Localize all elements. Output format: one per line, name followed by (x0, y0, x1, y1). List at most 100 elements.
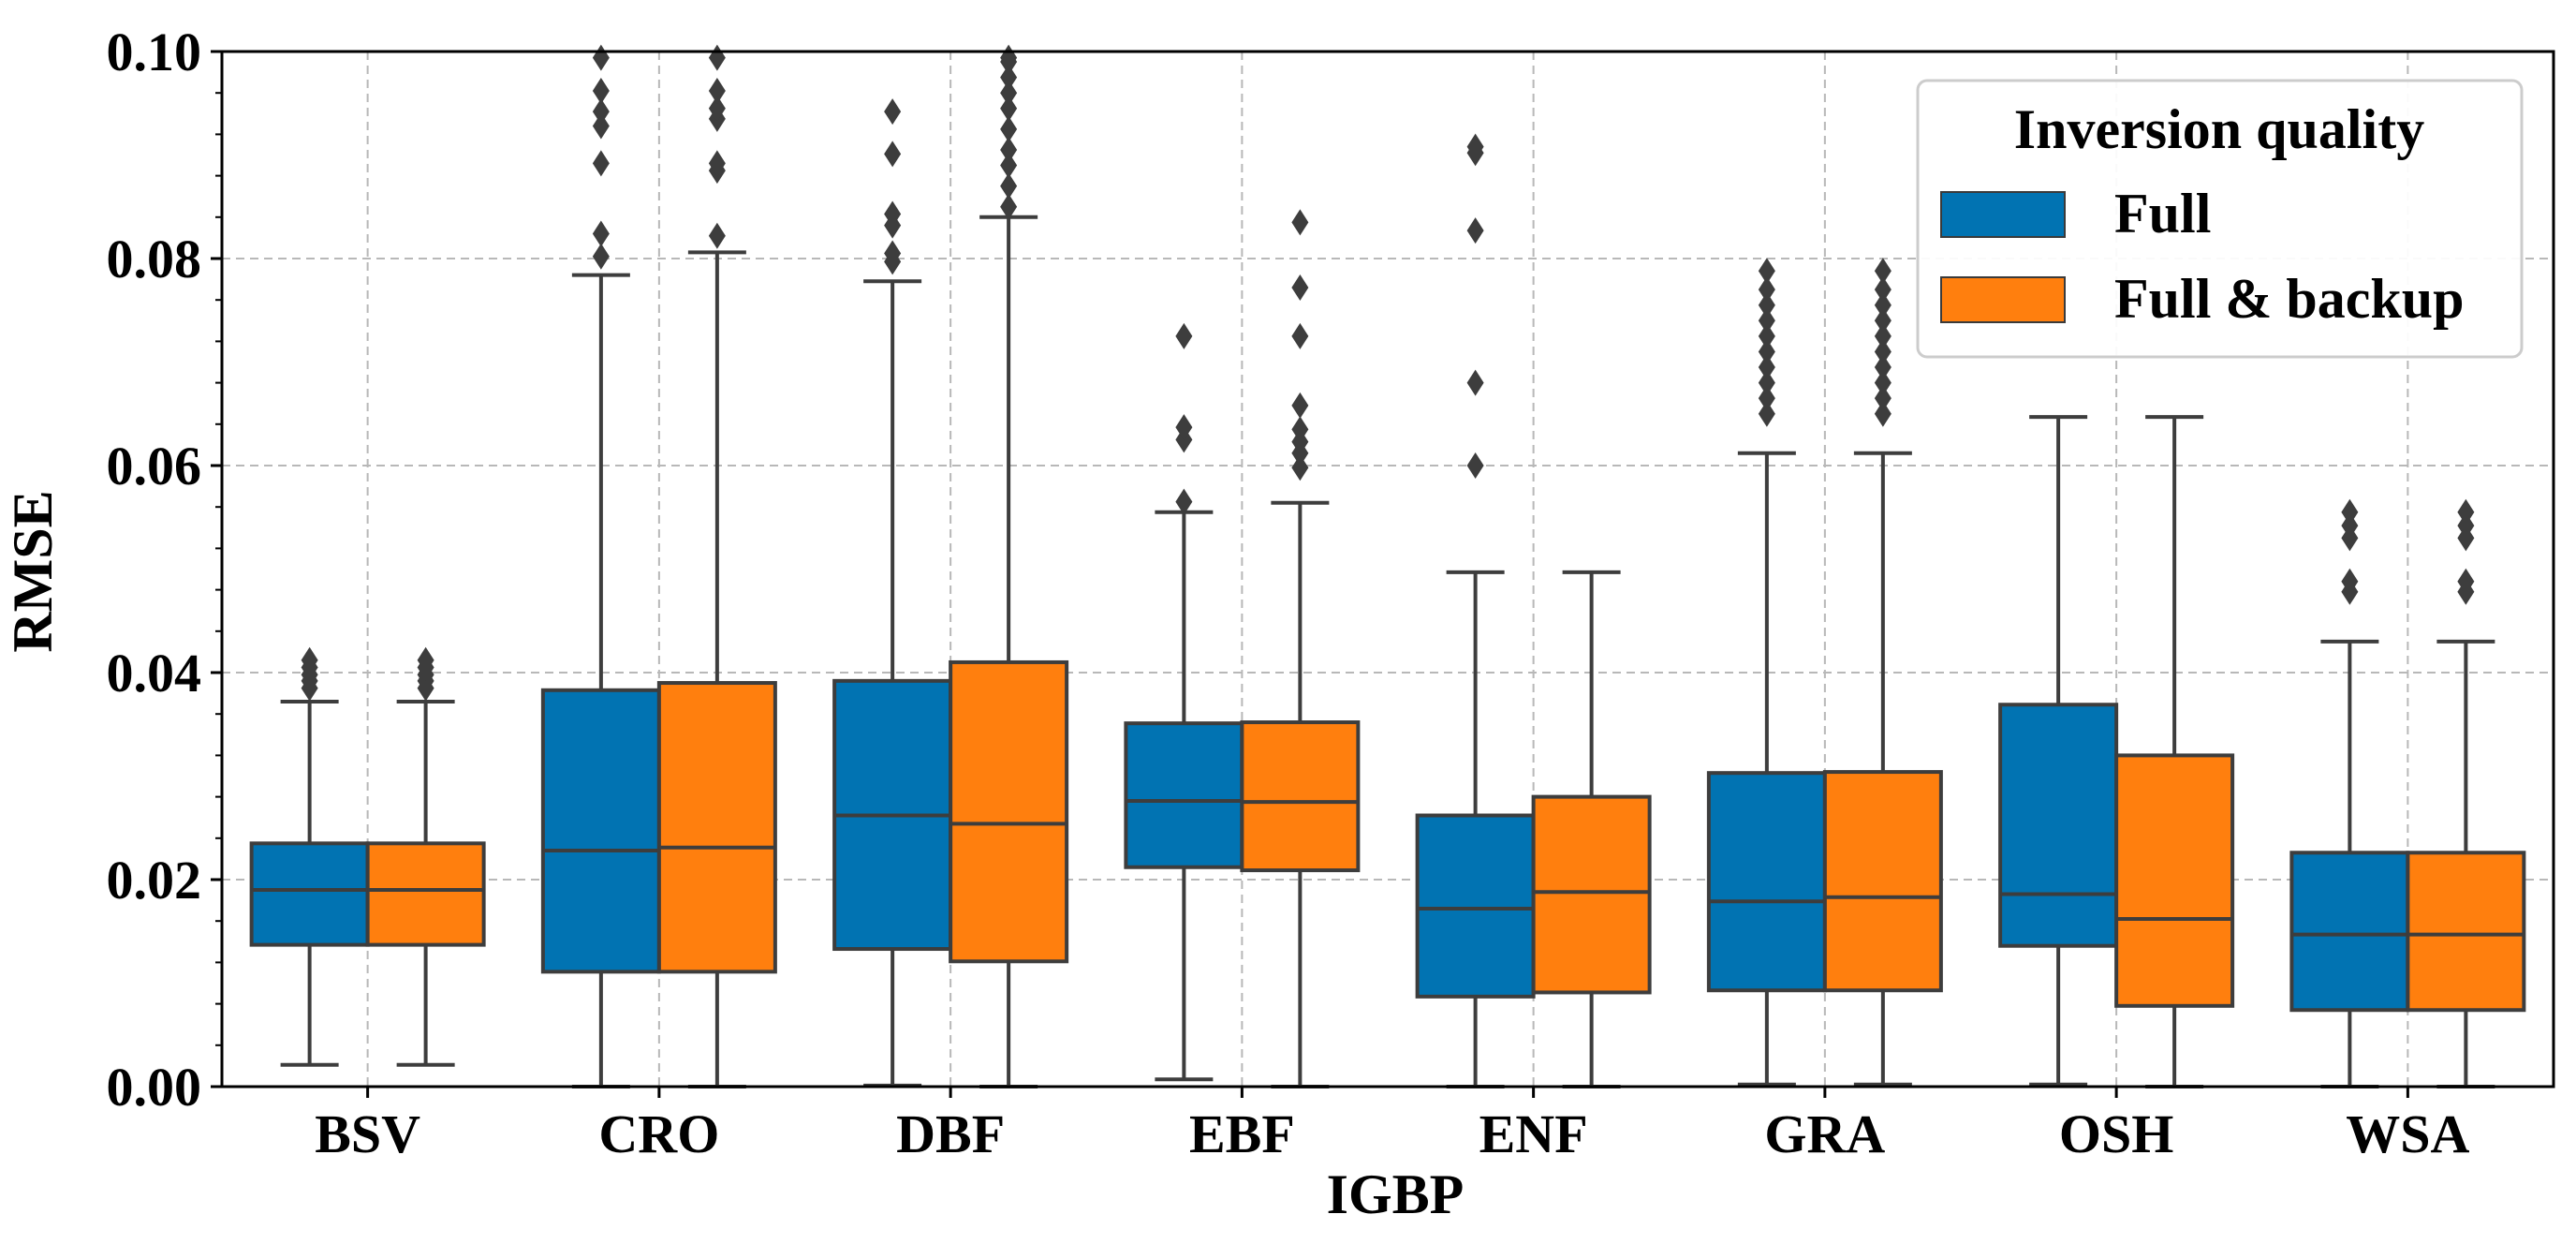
outlier-point (1758, 400, 1775, 427)
outlier-point (708, 150, 726, 177)
legend-frame (1916, 79, 2524, 359)
box-iqr (1998, 703, 2119, 948)
box-iqr (1124, 721, 1244, 869)
outlier-point (2341, 498, 2359, 526)
outlier-point (592, 150, 610, 177)
legend-label-full-backup: Full & backup (2114, 268, 2464, 330)
y-tick-label: 0.10 (107, 22, 202, 82)
y-tick-label: 0.06 (107, 436, 202, 496)
outlier-point (1291, 322, 1309, 349)
outlier-point (1466, 369, 1484, 396)
outlier-point (1466, 217, 1484, 244)
box-iqr (540, 688, 661, 974)
outlier-point (1000, 95, 1018, 122)
outlier-point (1874, 258, 1892, 285)
outlier-point (2341, 568, 2359, 595)
box-iqr (249, 841, 370, 947)
x-tick-label: DBF (896, 1103, 1005, 1164)
outlier-point (708, 77, 726, 104)
outlier-point (417, 646, 434, 674)
outlier-point (1758, 258, 1775, 285)
legend-label-full: Full (2114, 183, 2211, 244)
outlier-point (1874, 307, 1892, 334)
box-iqr (1531, 794, 1652, 995)
outlier-point (1758, 385, 1775, 412)
legend-title: Inversion quality (2014, 98, 2424, 160)
outlier-point (2457, 498, 2475, 526)
box-iqr (1822, 770, 1943, 993)
outlier-point (592, 112, 610, 140)
x-tick-label: OSH (2059, 1103, 2174, 1164)
outlier-point (1874, 338, 1892, 365)
x-axis-label: IGBP (1327, 1163, 1465, 1225)
outlier-point (1466, 133, 1484, 160)
outlier-point (1175, 322, 1193, 349)
outlier-point (884, 240, 902, 267)
outlier-point (1000, 80, 1018, 107)
outlier-point (1175, 414, 1193, 441)
outlier-point (708, 222, 726, 249)
outlier-point (592, 243, 610, 270)
outlier-point (1874, 291, 1892, 318)
outlier-point (1000, 136, 1018, 163)
box-iqr (2406, 851, 2526, 1013)
box-iqr (365, 841, 486, 947)
axes: 0.00 0.02 0.04 0.06 0.08 0.10 BSV CRO DBF EBF ENF G… (107, 22, 2555, 1164)
x-tick-label: EBF (1189, 1103, 1295, 1164)
boxes (249, 44, 2526, 1088)
outlier-point (1000, 172, 1018, 200)
outlier-point (592, 44, 610, 71)
outlier-point (1000, 64, 1018, 91)
legend-swatch-full (1940, 191, 2066, 238)
outlier-point (1466, 452, 1484, 479)
x-tick-label: BSV (315, 1103, 420, 1164)
axes-frame (220, 50, 2555, 1088)
outlier-point (1000, 193, 1018, 220)
outlier-point (2341, 512, 2359, 540)
x-tick-label: CRO (598, 1103, 719, 1164)
x-tick-label: ENF (1479, 1103, 1588, 1164)
box-iqr (1415, 813, 1536, 999)
outlier-point (708, 44, 726, 71)
outlier-point (1758, 338, 1775, 365)
outlier-point (1874, 354, 1892, 381)
y-tick-label: 0.04 (107, 643, 202, 703)
outlier-point (1758, 354, 1775, 381)
outlier-point (1000, 152, 1018, 179)
outlier-point (2457, 568, 2475, 595)
outlier-point (1291, 392, 1309, 419)
outlier-point (1291, 209, 1309, 236)
outlier-point (1758, 307, 1775, 334)
outlier-point (1758, 276, 1775, 304)
outlier-point (1000, 115, 1018, 142)
legend-swatch-full-backup (1940, 276, 2066, 323)
y-tick-label: 0.02 (107, 850, 202, 911)
box-iqr (949, 659, 1069, 964)
outlier-point (592, 220, 610, 247)
legend: Inversion quality Full Full & backup (1916, 79, 2524, 359)
box-iqr (656, 681, 777, 974)
outlier-point (1758, 369, 1775, 396)
y-axis-label: RMSE (2, 490, 64, 652)
outlier-point (1175, 488, 1193, 515)
y-tick-label: 0.08 (107, 229, 202, 289)
box-iqr (2114, 753, 2235, 1008)
outlier-point (592, 77, 610, 104)
outlier-point (1291, 454, 1309, 481)
outlier-point (1874, 385, 1892, 412)
outlier-point (708, 95, 726, 122)
outlier-point (884, 98, 902, 126)
box-iqr (1240, 720, 1361, 873)
outlier-point (2457, 512, 2475, 540)
outlier-point (1758, 322, 1775, 349)
outlier-point (1000, 44, 1018, 71)
outlier-point (1291, 416, 1309, 443)
x-tick-label: WSA (2346, 1103, 2469, 1164)
outlier-point (1291, 274, 1309, 301)
outlier-point (301, 646, 318, 674)
outlier-point (1874, 369, 1892, 396)
outlier-point (1758, 291, 1775, 318)
outlier-point (592, 98, 610, 126)
outlier-point (884, 141, 902, 168)
